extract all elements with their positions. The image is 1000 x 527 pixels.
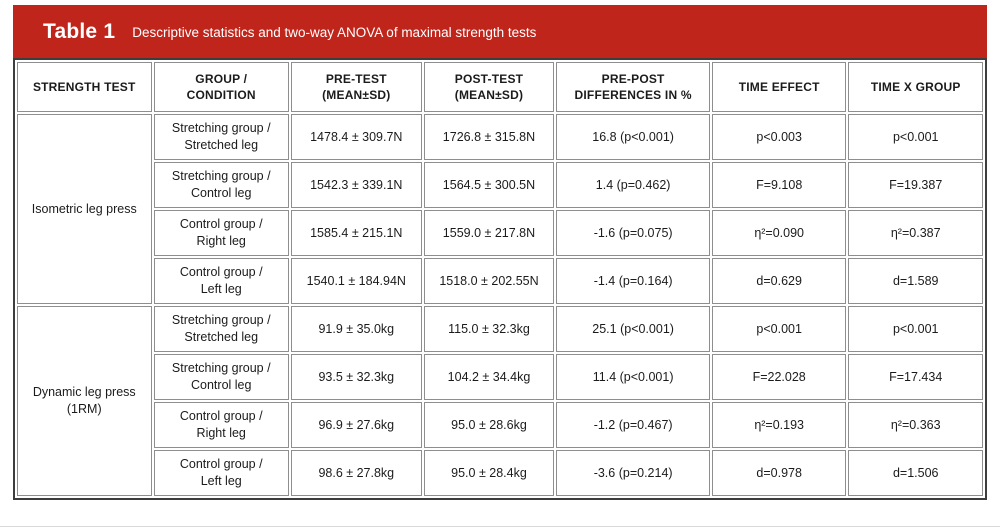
col-header-group-condition: GROUP / CONDITION (153, 62, 289, 112)
table-row: Control group / Right leg 1585.4 ± 215.1… (17, 210, 983, 256)
table-row: Control group / Left leg 98.6 ± 27.8kg 9… (17, 450, 983, 496)
post-test-cell: 95.0 ± 28.4kg (423, 450, 555, 496)
time-x-group-cell: F=19.387 (848, 162, 983, 208)
col-header-strength-test: STRENGTH TEST (17, 62, 152, 112)
table-row: Stretching group / Control leg 93.5 ± 32… (17, 354, 983, 400)
pre-post-diff-cell: 1.4 (p=0.462) (556, 162, 710, 208)
strength-test-cell: Dynamic leg press (1RM) (17, 306, 152, 496)
table-card: Table 1 Descriptive statistics and two-w… (13, 5, 987, 500)
post-test-cell: 1726.8 ± 315.8N (423, 114, 555, 160)
time-effect-cell: F=22.028 (711, 354, 847, 400)
post-test-cell: 104.2 ± 34.4kg (423, 354, 555, 400)
pre-post-diff-cell: -1.2 (p=0.467) (556, 402, 710, 448)
table-row: Stretching group / Control leg 1542.3 ± … (17, 162, 983, 208)
group-condition-cell: Control group / Left leg (153, 258, 289, 304)
pre-test-cell: 96.9 ± 27.6kg (290, 402, 422, 448)
time-x-group-cell: η²=0.387 (848, 210, 983, 256)
table-title: Table 1 (43, 19, 116, 43)
pre-test-cell: 91.9 ± 35.0kg (290, 306, 422, 352)
time-effect-cell: η²=0.090 (711, 210, 847, 256)
time-x-group-cell: η²=0.363 (848, 402, 983, 448)
pre-test-cell: 1542.3 ± 339.1N (290, 162, 422, 208)
time-effect-cell: p<0.003 (711, 114, 847, 160)
pre-post-diff-cell: -1.4 (p=0.164) (556, 258, 710, 304)
col-header-pre-test: PRE-TEST (MEAN±SD) (290, 62, 422, 112)
table-row: Control group / Right leg 96.9 ± 27.6kg … (17, 402, 983, 448)
pre-test-cell: 98.6 ± 27.8kg (290, 450, 422, 496)
post-test-cell: 1559.0 ± 217.8N (423, 210, 555, 256)
time-x-group-cell: p<0.001 (848, 114, 983, 160)
pre-post-diff-cell: 16.8 (p<0.001) (556, 114, 710, 160)
post-test-cell: 1518.0 ± 202.55N (423, 258, 555, 304)
col-header-time-effect: TIME EFFECT (711, 62, 847, 112)
time-x-group-cell: d=1.506 (848, 450, 983, 496)
col-header-time-x-group: TIME X GROUP (848, 62, 983, 112)
pre-test-cell: 1540.1 ± 184.94N (290, 258, 422, 304)
time-x-group-cell: d=1.589 (848, 258, 983, 304)
time-effect-cell: F=9.108 (711, 162, 847, 208)
pre-test-cell: 1585.4 ± 215.1N (290, 210, 422, 256)
post-test-cell: 115.0 ± 32.3kg (423, 306, 555, 352)
group-condition-cell: Stretching group / Control leg (153, 354, 289, 400)
pre-post-diff-cell: 11.4 (p<0.001) (556, 354, 710, 400)
group-condition-cell: Stretching group / Control leg (153, 162, 289, 208)
pre-post-diff-cell: -1.6 (p=0.075) (556, 210, 710, 256)
post-test-cell: 95.0 ± 28.6kg (423, 402, 555, 448)
group-condition-cell: Control group / Right leg (153, 210, 289, 256)
time-x-group-cell: F=17.434 (848, 354, 983, 400)
table-row: Isometric leg press Stretching group / S… (17, 114, 983, 304)
header-row: STRENGTH TEST GROUP / CONDITION PRE-TEST… (17, 62, 983, 112)
time-effect-cell: p<0.001 (711, 306, 847, 352)
pre-post-diff-cell: 25.1 (p<0.001) (556, 306, 710, 352)
anova-table: STRENGTH TEST GROUP / CONDITION PRE-TEST… (13, 58, 987, 500)
table-banner: Table 1 Descriptive statistics and two-w… (13, 5, 987, 58)
post-test-cell: 1564.5 ± 300.5N (423, 162, 555, 208)
time-x-group-cell: p<0.001 (848, 306, 983, 352)
group-condition-cell: Control group / Right leg (153, 402, 289, 448)
group-condition-cell: Stretching group / Stretched leg (153, 114, 289, 160)
group-condition-cell: Control group / Left leg (153, 450, 289, 496)
pre-test-cell: 93.5 ± 32.3kg (290, 354, 422, 400)
table-row: Control group / Left leg 1540.1 ± 184.94… (17, 258, 983, 304)
time-effect-cell: d=0.978 (711, 450, 847, 496)
group-condition-cell: Stretching group / Stretched leg (153, 306, 289, 352)
time-effect-cell: η²=0.193 (711, 402, 847, 448)
col-header-pre-post-diff: PRE-POST DIFFERENCES IN % (556, 62, 710, 112)
strength-test-cell: Isometric leg press (17, 114, 152, 304)
pre-post-diff-cell: -3.6 (p=0.214) (556, 450, 710, 496)
time-effect-cell: d=0.629 (711, 258, 847, 304)
col-header-post-test: POST-TEST (MEAN±SD) (423, 62, 555, 112)
table-subtitle: Descriptive statistics and two-way ANOVA… (132, 25, 537, 40)
pre-test-cell: 1478.4 ± 309.7N (290, 114, 422, 160)
table-row: Dynamic leg press (1RM) Stretching group… (17, 306, 983, 496)
